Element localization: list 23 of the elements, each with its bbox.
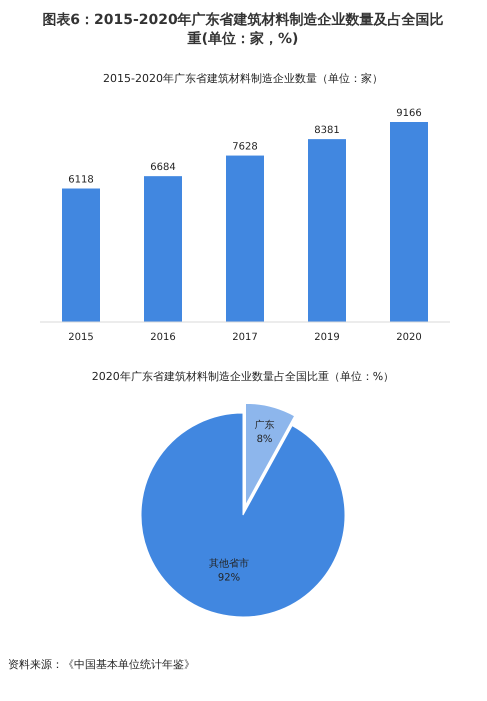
bar [308, 139, 346, 322]
data-label: 6118 [68, 174, 94, 186]
slice-label: 其他省市 [209, 557, 250, 570]
bar [226, 156, 264, 322]
data-label: 7628 [232, 142, 258, 153]
chart-title: 2020年广东省建筑材料制造企业数量占全国比重（单位：%） [92, 370, 394, 383]
data-label: 6684 [150, 162, 176, 174]
x-tick-label: 2017 [232, 332, 258, 343]
x-tick-label: 2019 [314, 332, 340, 343]
chart-subtitle: 2015-2020年广东省建筑材料制造企业数量（单位：家） [103, 72, 383, 85]
x-tick-label: 2015 [68, 332, 94, 343]
data-label: 92% [218, 572, 240, 584]
slice-label: 广东 [254, 419, 275, 432]
text: 资料来源：《中国基本单位统计年鉴》 [8, 658, 195, 671]
bar [144, 176, 182, 322]
data-label: 8381 [314, 125, 340, 136]
data-label: 8% [256, 434, 272, 446]
x-tick-label: 2016 [150, 332, 176, 343]
bar [62, 188, 100, 322]
data-label: 9166 [396, 108, 422, 119]
bar [390, 122, 428, 322]
x-tick-label: 2020 [396, 332, 422, 343]
chart-title: 图表6：2015-2020年广东省建筑材料制造企业数量及占全国比重(单位：家，%) [42, 11, 444, 47]
